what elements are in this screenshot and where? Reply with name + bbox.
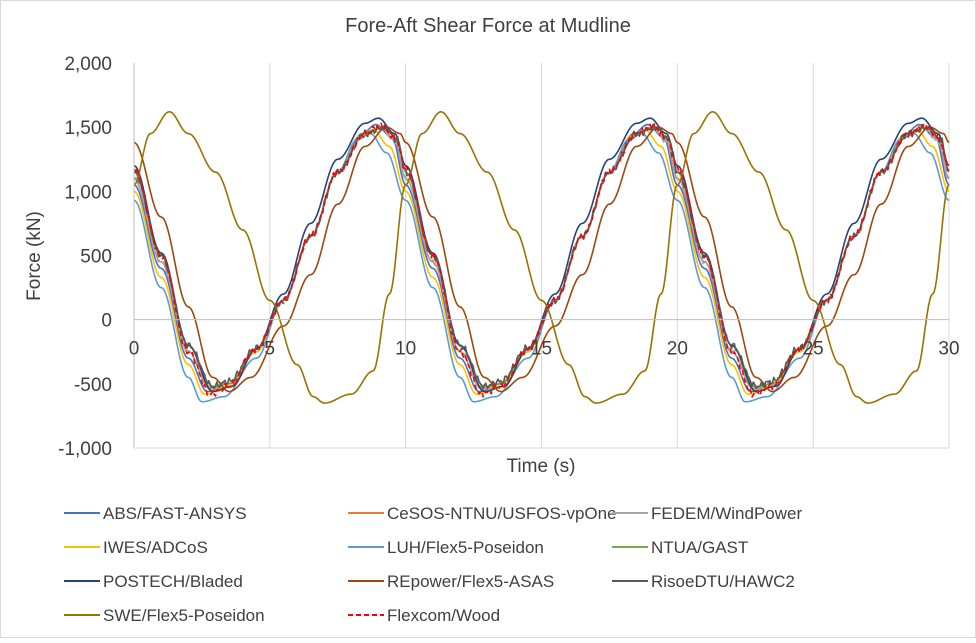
legend-label-risoedtu-hawc2: RisoeDTU/HAWC2 bbox=[651, 572, 795, 591]
y-axis-label: Force (kN) bbox=[24, 211, 45, 301]
y-tick-label: 500 bbox=[80, 247, 112, 268]
chart-title: Fore-Aft Shear Force at Mudline bbox=[345, 15, 631, 37]
legend-label-cesos-ntnu-usfos-vpone: CeSOS-NTNU/USFOS-vpOne bbox=[387, 504, 617, 523]
x-axis-label: Time (s) bbox=[507, 456, 576, 477]
legend-label-iwes-adcos: IWES/ADCoS bbox=[103, 538, 208, 557]
y-tick-label: 1,000 bbox=[64, 182, 112, 203]
x-tick-label: 20 bbox=[667, 339, 688, 360]
x-tick-label: 30 bbox=[938, 339, 959, 360]
legend-label-swe-flex5-poseidon: SWE/Flex5-Poseidon bbox=[103, 606, 265, 625]
grid-lines bbox=[269, 63, 950, 448]
legend-label-postech-bladed: POSTECH/Bladed bbox=[103, 572, 243, 591]
y-tick-label: 2,000 bbox=[64, 54, 112, 75]
y-tick-label: 0 bbox=[101, 311, 112, 332]
y-tick-label: 1,500 bbox=[64, 118, 112, 139]
x-tick-label: 15 bbox=[531, 339, 552, 360]
x-tick-label: 10 bbox=[395, 339, 416, 360]
legend: ABS/FAST-ANSYS CeSOS-NTNU/USFOS-vpOne FEDE… bbox=[64, 504, 802, 625]
legend-label-flexcom-wood: Flexcom/Wood bbox=[387, 606, 500, 625]
series-line-flexcom-wood bbox=[133, 122, 950, 398]
series-line-luh-flex5-poseidon bbox=[133, 132, 950, 403]
series-line-repower-flex5-asas bbox=[133, 126, 950, 393]
x-tick-label: 0 bbox=[129, 339, 140, 360]
y-tick-label: -1,000 bbox=[58, 439, 112, 460]
x-tick-label: 5 bbox=[265, 339, 276, 360]
y-tick-label: -500 bbox=[74, 375, 112, 396]
legend-label-fedem-windpower: FEDEM/WindPower bbox=[651, 504, 802, 523]
legend-label-repower-flex5-asas: REpower/Flex5-ASAS bbox=[387, 572, 554, 591]
x-tick-label: 25 bbox=[803, 339, 824, 360]
legend-label-luh-flex5-poseidon: LUH/Flex5-Poseidon bbox=[387, 538, 544, 557]
series-lines bbox=[133, 110, 950, 404]
legend-label-ntua-gast: NTUA/GAST bbox=[651, 538, 748, 557]
legend-label-abs-fast-ansys: ABS/FAST-ANSYS bbox=[103, 504, 247, 523]
axes: -1,000 -500 0 500 1,000 1,500 2,000 0 5 10 15 20 25 3… bbox=[58, 54, 959, 460]
series-line-swe-flex5-poseidon bbox=[133, 110, 950, 404]
